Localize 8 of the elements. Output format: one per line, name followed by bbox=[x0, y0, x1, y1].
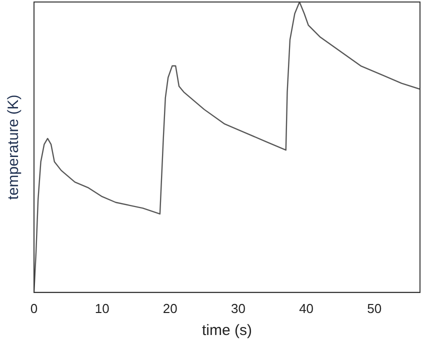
x-axis-title: time (s) bbox=[202, 322, 252, 340]
x-tick-label: 20 bbox=[162, 300, 178, 316]
x-tick-label: 40 bbox=[299, 300, 314, 316]
x-tick-label: 10 bbox=[94, 300, 110, 316]
x-tick-label: 30 bbox=[231, 300, 246, 316]
x-tick-label: 50 bbox=[367, 300, 382, 316]
x-tick-label: 0 bbox=[30, 300, 38, 316]
y-axis-title: temperature (K) bbox=[5, 94, 22, 200]
